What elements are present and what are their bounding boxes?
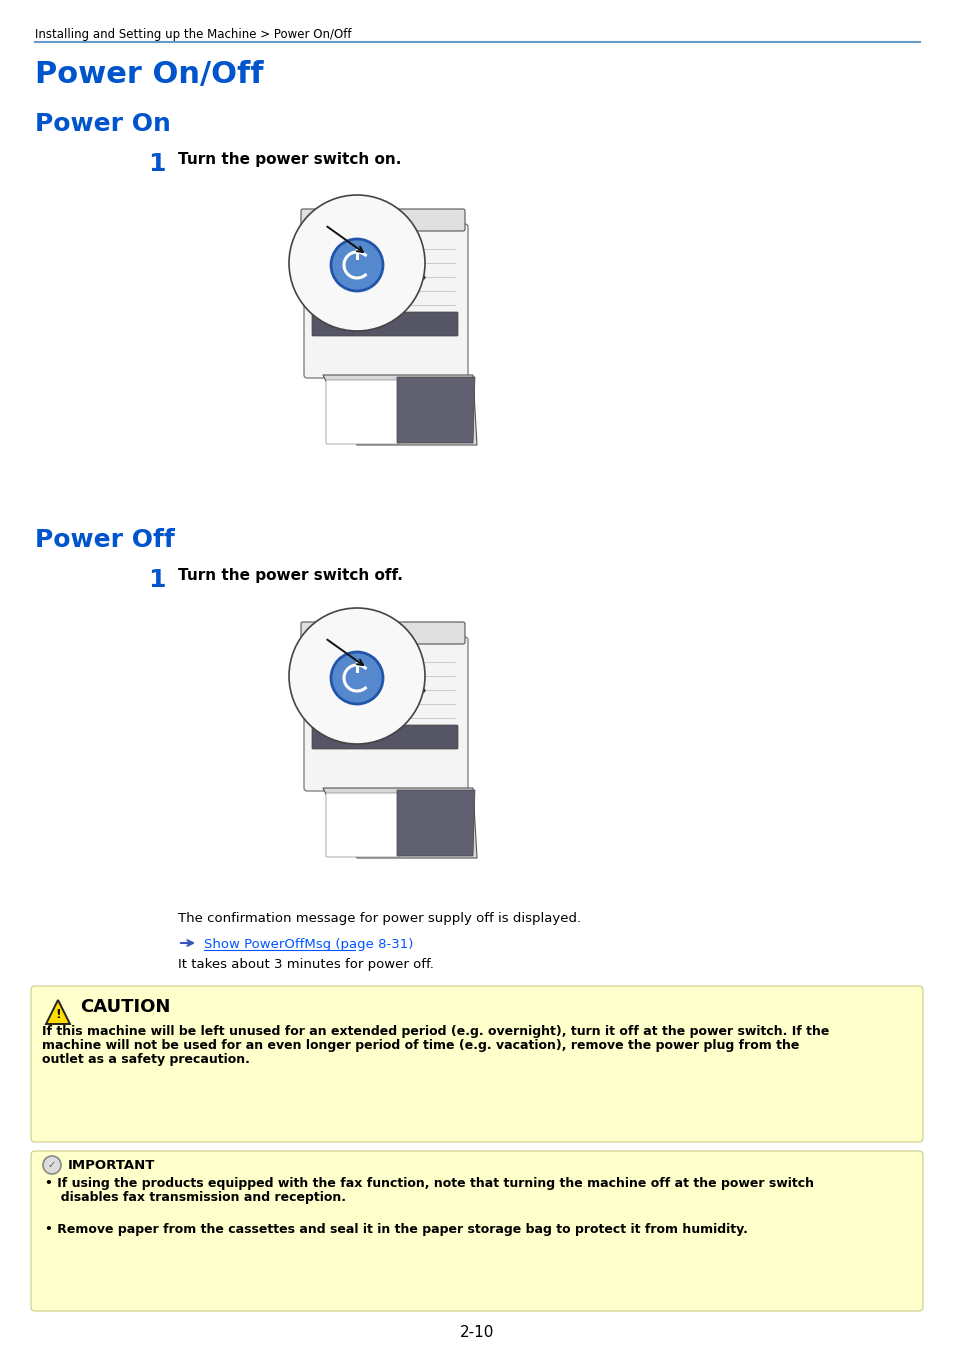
- FancyBboxPatch shape: [312, 312, 457, 336]
- Circle shape: [289, 608, 424, 744]
- Text: It takes about 3 minutes for power off.: It takes about 3 minutes for power off.: [178, 958, 434, 971]
- Text: Turn the power switch off.: Turn the power switch off.: [178, 568, 402, 583]
- FancyBboxPatch shape: [301, 622, 464, 644]
- Text: IMPORTANT: IMPORTANT: [68, 1160, 155, 1172]
- FancyBboxPatch shape: [30, 986, 923, 1142]
- Text: !: !: [55, 1008, 61, 1022]
- Text: • If using the products equipped with the fax function, note that turning the ma: • If using the products equipped with th…: [45, 1177, 813, 1189]
- Text: Power On/Off: Power On/Off: [35, 59, 263, 89]
- Text: If this machine will be left unused for an extended period (e.g. overnight), tur: If this machine will be left unused for …: [42, 1025, 828, 1038]
- Circle shape: [43, 1156, 61, 1174]
- FancyBboxPatch shape: [304, 224, 468, 378]
- FancyBboxPatch shape: [312, 725, 457, 749]
- Circle shape: [289, 194, 424, 331]
- Text: Power On: Power On: [35, 112, 171, 136]
- Circle shape: [331, 239, 382, 292]
- Text: Installing and Setting up the Machine > Power On/Off: Installing and Setting up the Machine > …: [35, 28, 351, 40]
- Text: 1: 1: [148, 568, 165, 593]
- FancyBboxPatch shape: [326, 379, 399, 444]
- Text: CAUTION: CAUTION: [80, 998, 171, 1017]
- Text: ✓: ✓: [48, 1160, 56, 1170]
- Polygon shape: [323, 788, 476, 859]
- Text: The confirmation message for power supply off is displayed.: The confirmation message for power suppl…: [178, 913, 580, 925]
- Polygon shape: [396, 377, 475, 443]
- Polygon shape: [396, 790, 475, 856]
- FancyBboxPatch shape: [301, 209, 464, 231]
- Text: Show PowerOffMsg (page 8-31): Show PowerOffMsg (page 8-31): [204, 938, 413, 950]
- Text: • Remove paper from the cassettes and seal it in the paper storage bag to protec: • Remove paper from the cassettes and se…: [45, 1223, 747, 1237]
- Text: disables fax transmission and reception.: disables fax transmission and reception.: [52, 1191, 346, 1204]
- Polygon shape: [46, 1000, 70, 1025]
- FancyBboxPatch shape: [304, 637, 468, 791]
- Text: machine will not be used for an even longer period of time (e.g. vacation), remo: machine will not be used for an even lon…: [42, 1040, 799, 1052]
- FancyBboxPatch shape: [326, 792, 399, 857]
- Text: Turn the power switch on.: Turn the power switch on.: [178, 153, 401, 167]
- Text: outlet as a safety precaution.: outlet as a safety precaution.: [42, 1053, 250, 1066]
- Text: 1: 1: [148, 153, 165, 176]
- Text: 2-10: 2-10: [459, 1324, 494, 1341]
- FancyBboxPatch shape: [30, 1152, 923, 1311]
- Circle shape: [331, 652, 382, 703]
- Text: Power Off: Power Off: [35, 528, 174, 552]
- Polygon shape: [323, 375, 476, 446]
